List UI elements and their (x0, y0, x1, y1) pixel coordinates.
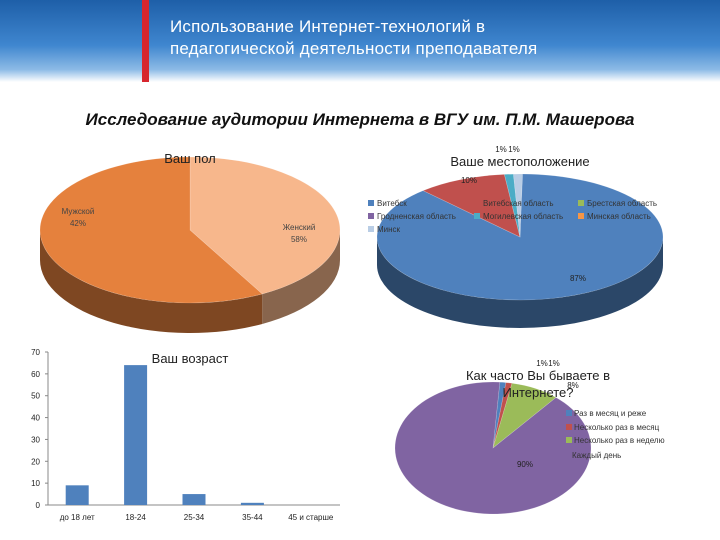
location-data-label-6: 1% (508, 145, 520, 154)
location-legend-label-2: Брестская область (587, 199, 657, 208)
gender-pie-slice-1 (39, 156, 263, 304)
location-pie-slice-side-0 (377, 237, 663, 328)
header-accent-bar (142, 0, 149, 82)
age-y-tick-label-3: 30 (31, 435, 40, 444)
age-y-tick-label-1: 10 (31, 479, 40, 488)
location-legend-label-0: Витебск (377, 199, 407, 208)
location-data-label-0: 87% (570, 274, 586, 283)
location-legend-swatch-6 (368, 226, 374, 232)
location-legend-label-5: Минская область (587, 212, 651, 221)
location-legend-label-3: Гродненская область (377, 212, 456, 221)
slide-title-line1: Использование Интернет-технологий в (170, 17, 486, 36)
age-y-tick-label-0: 0 (36, 501, 41, 510)
location-legend-swatch-1 (474, 200, 480, 206)
location-legend-swatch-2 (578, 200, 584, 206)
location-legend-swatch-0 (368, 200, 374, 206)
frequency-legend-label-3: Каждый день (572, 451, 621, 460)
frequency-legend-label-2: Несколько раз в неделю (574, 436, 665, 445)
age-x-tick-label-4: 45 и старше (288, 513, 334, 522)
frequency-legend-swatch-0 (566, 410, 572, 416)
frequency-pie-slice-1 (492, 382, 513, 449)
gender-data-label-1-0: Женский (283, 223, 316, 232)
location-data-label-1: 10% (461, 176, 477, 185)
frequency-legend-label-0: Раз в месяц и реже (574, 409, 647, 418)
frequency-legend-label-1: Несколько раз в месяц (574, 423, 660, 432)
frequency-data-label-1: 1% (548, 359, 560, 368)
frequency-pie-slice-2 (492, 382, 557, 449)
age-x-tick-label-3: 35-44 (242, 513, 263, 522)
age-y-tick-label-2: 20 (31, 457, 40, 466)
age-bar-2 (182, 494, 206, 505)
location-pie-slice-4 (503, 173, 521, 238)
age-bar-1 (124, 365, 148, 505)
frequency-data-label-0: 1% (536, 359, 548, 368)
frequency-pie-slice-3 (394, 381, 592, 515)
gender-chart-title: Ваш пол (164, 151, 216, 166)
header-band (0, 0, 720, 82)
location-legend-label-4: Могилевская область (483, 212, 563, 221)
gender-pie-slice-side-0 (262, 230, 340, 324)
frequency-data-label-3: 90% (517, 460, 533, 469)
frequency-data-label-2: 8% (567, 381, 579, 390)
slide-title-line2: педагогической деятельности преподавател… (170, 39, 538, 58)
age-y-tick-label-5: 50 (31, 392, 40, 401)
location-pie-slice-1 (422, 174, 521, 238)
age-x-tick-label-0: до 18 лет (60, 513, 95, 522)
location-pie-slice-0 (376, 173, 664, 301)
location-legend-swatch-5 (578, 213, 584, 219)
gender-data-label-1-1: 58% (291, 235, 307, 244)
location-data-label-4: 1% (495, 145, 507, 154)
age-y-tick-label-7: 70 (31, 348, 40, 357)
location-legend-label-6: Минск (377, 225, 401, 234)
gender-pie-slice-side-1 (40, 230, 263, 333)
age-bar-3 (240, 502, 264, 505)
age-x-tick-label-1: 18-24 (125, 513, 146, 522)
slide-subtitle: Исследование аудитории Интернета в ВГУ и… (85, 110, 635, 129)
frequency-chart-title-line1: Как часто Вы бываете в (466, 368, 610, 383)
age-bar-0 (65, 485, 89, 505)
location-legend-swatch-3 (368, 213, 374, 219)
slide-title: Использование Интернет-технологий в педа… (170, 16, 690, 60)
gender-data-label-0-0: Мужской (62, 207, 95, 216)
age-x-tick-label-2: 25-34 (184, 513, 205, 522)
frequency-legend-swatch-1 (566, 424, 572, 430)
age-y-tick-label-6: 60 (31, 370, 40, 379)
age-chart-title: Ваш возраст (152, 351, 229, 366)
gender-data-label-0-1: 42% (70, 219, 86, 228)
location-pie-slice-6 (513, 173, 523, 238)
age-y-tick-label-4: 40 (31, 414, 40, 423)
gender-pie-slice-0 (189, 156, 341, 295)
location-legend-label-1: Витебская область (483, 199, 554, 208)
frequency-chart-title-line2: Интернете? (502, 385, 573, 400)
frequency-pie-slice-0 (492, 381, 507, 449)
frequency-legend-swatch-2 (566, 437, 572, 443)
location-legend-swatch-4 (474, 213, 480, 219)
location-chart-title: Ваше местоположение (450, 154, 589, 169)
